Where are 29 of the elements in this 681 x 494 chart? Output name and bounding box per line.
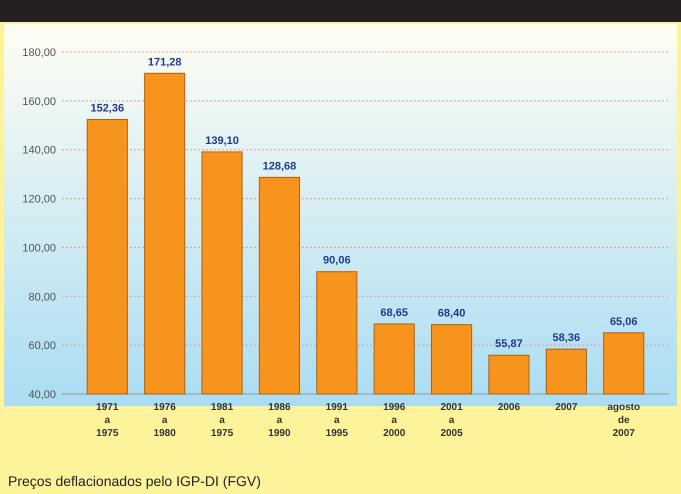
x-tick-label: 1971 a 1975: [96, 402, 119, 439]
x-tick-label: 1976 a 1980: [154, 402, 176, 439]
data-label: 58,36: [552, 332, 580, 344]
x-tick-label: 2006: [498, 402, 521, 413]
x-tick-label: 2007: [555, 402, 578, 413]
y-tick-label: 60,00: [28, 340, 56, 352]
y-tick-label: 120,00: [22, 194, 56, 206]
data-label: 68,40: [438, 308, 466, 320]
data-label: 152,36: [90, 102, 124, 115]
y-tick-label: 100,00: [22, 242, 56, 254]
x-tick-label: 1996 a 2000: [383, 402, 406, 439]
x-tick-label: 1991 a 1995: [326, 402, 348, 439]
y-tick-label: 180,00: [22, 47, 56, 59]
text: Preços deflacionados pelo IGP-DI (FGV): [8, 473, 261, 489]
y-tick-label: 80,00: [28, 291, 56, 304]
x-tick-label: agosto de 2007: [607, 402, 640, 439]
data-label: 171,28: [148, 56, 182, 68]
data-label: 65,06: [610, 316, 638, 328]
data-label: 128,68: [262, 160, 296, 172]
x-tick-label: 2001 a 2005: [440, 402, 464, 439]
x-tick-label: 1986 a 1990: [268, 402, 291, 439]
data-label: 90,06: [323, 254, 351, 267]
y-tick-label: 160,00: [22, 96, 56, 108]
data-label: 68,65: [380, 307, 408, 320]
y-tick-label: 140,00: [22, 144, 56, 157]
x-tick-label: 1981 a 1975: [210, 402, 234, 439]
y-tick-label: 40,00: [28, 389, 56, 401]
data-label: 139,10: [205, 134, 239, 147]
data-label: 55,87: [495, 338, 523, 350]
